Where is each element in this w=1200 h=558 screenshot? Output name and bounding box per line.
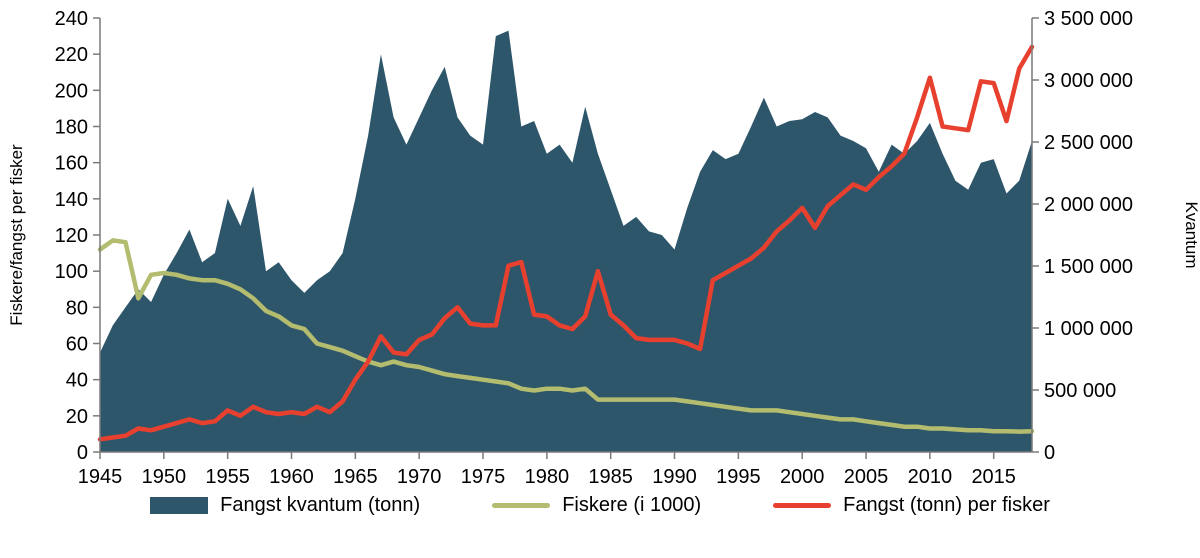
svg-text:1970: 1970 — [397, 466, 442, 488]
svg-text:160: 160 — [55, 153, 88, 175]
svg-text:1945: 1945 — [78, 466, 123, 488]
svg-text:240: 240 — [55, 8, 88, 30]
legend-item-fiskere: Fiskere (i 1000) — [492, 494, 701, 517]
legend-label-fiskere: Fiskere (i 1000) — [562, 494, 702, 516]
svg-text:1960: 1960 — [269, 466, 314, 488]
svg-text:2 500 000: 2 500 000 — [1044, 132, 1133, 154]
svg-text:500 000: 500 000 — [1044, 380, 1116, 402]
svg-text:100: 100 — [55, 261, 88, 283]
legend-label-fangst-per-fisker: Fangst (tonn) per fisker — [843, 494, 1050, 516]
svg-text:2000: 2000 — [780, 466, 825, 488]
legend-label-fangst-kvantum: Fangst kvantum (tonn) — [220, 494, 421, 516]
svg-text:2005: 2005 — [844, 466, 889, 488]
chart-legend: Fangst kvantum (tonn) Fiskere (i 1000) F… — [0, 494, 1200, 517]
svg-text:2 000 000: 2 000 000 — [1044, 194, 1133, 216]
svg-text:2015: 2015 — [971, 466, 1016, 488]
fisheries-combo-chart: 0 20 40 60 80 100 120 140 160 180 200 220 240 0 500 00… — [7, 8, 1200, 488]
svg-text:2010: 2010 — [908, 466, 953, 488]
svg-text:1995: 1995 — [716, 466, 761, 488]
svg-text:120: 120 — [55, 225, 88, 247]
svg-text:1 000 000: 1 000 000 — [1044, 318, 1133, 340]
svg-text:40: 40 — [66, 370, 88, 392]
svg-text:1990: 1990 — [652, 466, 697, 488]
y-right-axis-title: Kvantum — [1182, 201, 1200, 268]
svg-text:1985: 1985 — [588, 466, 633, 488]
svg-text:3 500 000: 3 500 000 — [1044, 8, 1133, 30]
svg-text:60: 60 — [66, 334, 88, 356]
y-left-axis-title: Fiskere/fangst per fisker — [7, 144, 26, 326]
svg-text:1950: 1950 — [142, 466, 187, 488]
svg-text:180: 180 — [55, 117, 88, 139]
svg-text:140: 140 — [55, 189, 88, 211]
svg-text:80: 80 — [66, 297, 88, 319]
svg-text:220: 220 — [55, 44, 88, 66]
svg-text:0: 0 — [77, 442, 88, 464]
fangst-per-fisker-line-series — [97, 44, 1035, 442]
legend-item-fangst-kvantum: Fangst kvantum (tonn) — [150, 494, 420, 517]
fiskere-line-swatch — [492, 503, 551, 508]
x-axis: 1945 1950 1955 1960 1965 1970 1975 1980 1985 1990… — [78, 452, 1016, 488]
legend-item-fangst-per-fisker: Fangst (tonn) per fisker — [773, 494, 1050, 517]
svg-text:1 500 000: 1 500 000 — [1044, 256, 1133, 278]
svg-text:1965: 1965 — [333, 466, 378, 488]
svg-text:3 000 000: 3 000 000 — [1044, 70, 1133, 92]
svg-text:20: 20 — [66, 406, 88, 428]
y-axis-right: 0 500 000 1 000 000 1 500 000 2 000 000 2 500… — [1032, 8, 1133, 464]
svg-text:0: 0 — [1044, 442, 1055, 464]
svg-text:1955: 1955 — [205, 466, 250, 488]
chart-area: 0 20 40 60 80 100 120 140 160 180 200 220 240 0 500 00… — [7, 8, 1200, 488]
svg-text:1980: 1980 — [525, 466, 570, 488]
svg-text:200: 200 — [55, 80, 88, 102]
fiskere-line-series — [97, 238, 1035, 434]
y-axis-left: 0 20 40 60 80 100 120 140 160 180 200 220 240 — [55, 8, 100, 464]
fangst-per-fisker-line-swatch — [773, 503, 832, 508]
fangst-kvantum-area-swatch — [150, 497, 209, 514]
svg-text:1975: 1975 — [461, 466, 506, 488]
